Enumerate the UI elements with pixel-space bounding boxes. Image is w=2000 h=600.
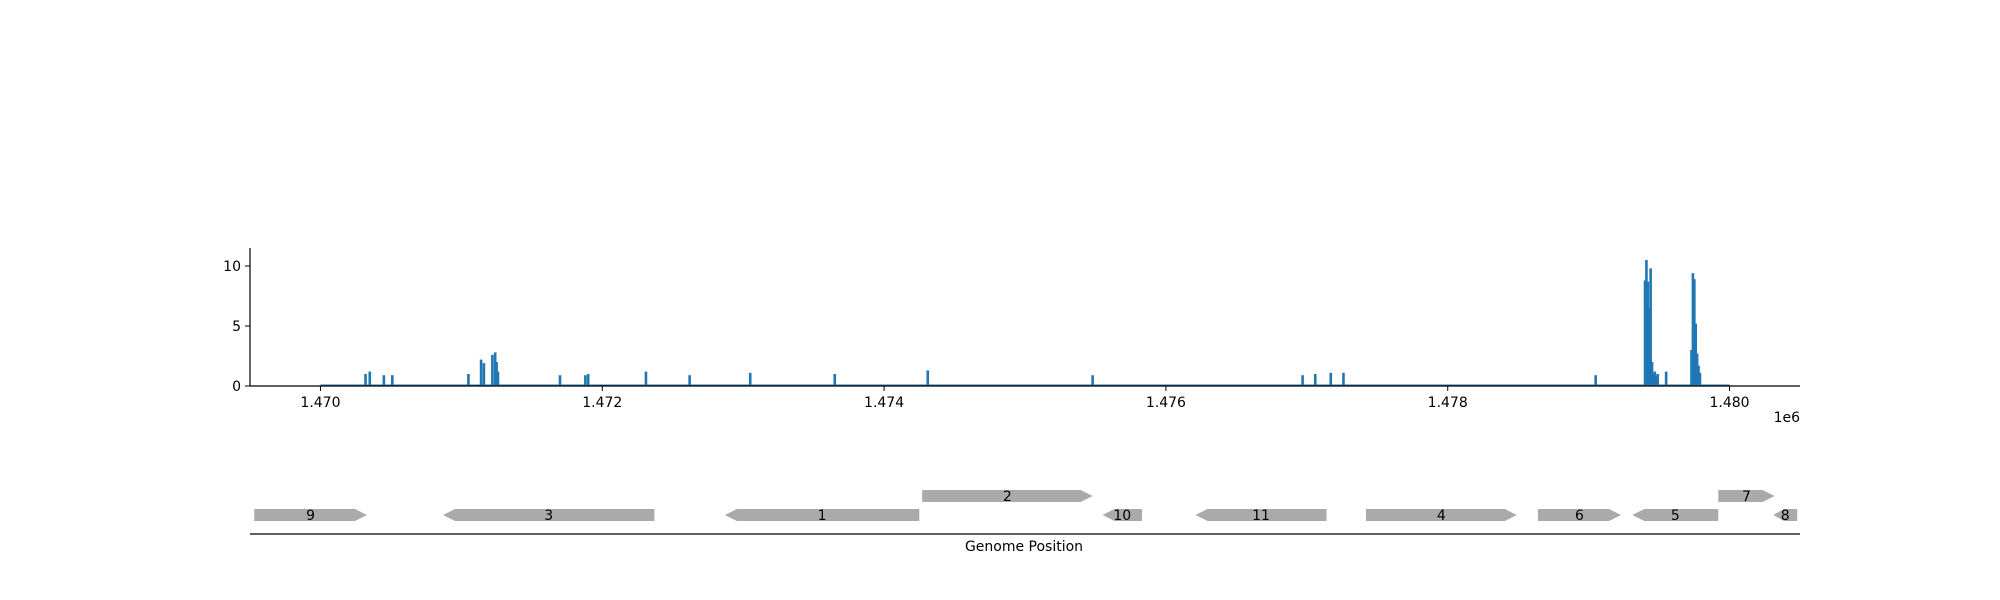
gene-arrow: 1 [724,508,920,524]
coverage-bar [495,362,498,386]
coverage-bar [491,354,494,386]
x-tick-label: 1.474 [864,395,904,411]
gene-label: 5 [1671,508,1680,524]
coverage-bar [1643,280,1647,386]
coverage-bar [1691,273,1695,386]
coverage-bar [1654,376,1658,386]
coverage-bar [1645,260,1648,386]
x-tick-label: 1.478 [1428,395,1468,411]
gene-arrow: 5 [1632,508,1719,524]
x-tick-label: 1.470 [300,395,340,411]
coverage-bar [368,371,372,386]
coverage-bar [688,375,691,386]
coverage-bar [1652,374,1655,386]
coverage-bar [748,372,752,386]
coverage-bar [558,375,562,386]
coverage-bar [482,363,486,386]
coverage-bar [1313,374,1317,386]
gene-label: 6 [1575,508,1584,524]
gene-arrow: 10 [1102,508,1142,524]
gene-arrow: 4 [1366,508,1517,524]
coverage-bar [1301,375,1304,386]
coverage-bar [1693,279,1696,386]
gene-label: 2 [1003,489,1012,505]
y-axis-ticks: 0 5 10 [223,259,250,395]
coverage-bar [496,371,500,386]
coverage-bar [1594,375,1597,386]
gene-label: 3 [544,508,553,524]
gene-label: 10 [1113,508,1131,524]
coverage-bar [1656,374,1659,386]
coverage-bar [1698,372,1702,386]
coverage-bar [584,375,587,386]
gene-arrow-shape [1102,509,1142,521]
y-tick-label: 5 [232,319,241,335]
gene-track-panel: 9 3 1 2 10 11 4 6 5 7 8 Genome Position [250,489,1800,555]
coverage-bar [1694,323,1698,386]
x-offset-label: 1e6 [1774,410,1801,426]
coverage-bar [1091,375,1094,386]
gene-arrow-shape [922,490,1093,502]
x-tick-label: 1.472 [582,395,622,411]
coverage-bar [644,371,648,386]
coverage-bar [1649,268,1652,386]
y-tick-label: 0 [232,379,241,395]
gene-label: 1 [818,508,827,524]
gene-arrow-shape [1537,509,1622,521]
gene-arrow-shape [1632,509,1719,521]
gene-arrow-shape [724,509,920,521]
coverage-bar [364,374,367,386]
gene-label: 4 [1437,508,1446,524]
gene-arrow: 8 [1773,508,1798,524]
coverage-bar [1342,372,1345,386]
gene-label: 9 [306,508,315,524]
coverage-bar [382,375,386,386]
coverage-bars [364,260,1702,386]
gene-arrows: 9 3 1 2 10 11 4 6 5 7 8 [254,489,1798,524]
coverage-bar [1690,350,1693,386]
gene-arrow-shape [254,509,367,521]
genome-position-label: Genome Position [965,539,1083,555]
coverage-bar [467,374,470,386]
gene-label: 7 [1742,489,1751,505]
coverage-bar [1646,281,1650,386]
gene-arrow: 2 [922,489,1093,505]
coverage-bar [586,374,590,386]
x-tick-label: 1.476 [1146,395,1186,411]
coverage-bar [1695,353,1699,386]
x-tick-label: 1.480 [1709,395,1749,411]
coverage-bar [1650,362,1654,386]
gene-arrow-shape [1366,509,1517,521]
gene-arrow-shape [443,509,655,521]
gene-arrow-shape [1718,490,1775,502]
coverage-panel: 1.470 1.472 1.474 1.476 1.478 1.480 0 5 10 1e6 [223,248,1800,426]
gene-label: 8 [1781,508,1790,524]
coverage-bar [1697,365,1700,386]
gene-arrow: 3 [443,508,655,524]
x-axis-ticks: 1.470 1.472 1.474 1.476 1.478 1.480 [300,386,1750,411]
gene-arrow: 7 [1718,489,1775,505]
gene-arrow-shape [1195,509,1327,521]
y-tick-label: 10 [223,259,241,275]
coverage-bar [493,352,497,386]
gene-arrow-shape [1773,509,1798,521]
gene-label: 11 [1252,508,1270,524]
coverage-bar [1653,371,1657,386]
coverage-bar [833,374,837,386]
gene-arrow: 11 [1195,508,1327,524]
coverage-bar [391,375,394,386]
gene-arrow: 9 [254,508,367,524]
coverage-bar [926,370,930,386]
coverage-bar [1664,371,1668,386]
coverage-bar [1329,372,1333,386]
coverage-bar [479,359,483,386]
gene-arrow: 6 [1537,508,1622,524]
coverage-bar [1647,308,1651,386]
